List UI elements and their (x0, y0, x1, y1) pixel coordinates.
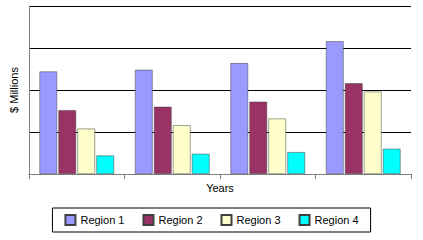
svg-text:Region 1: Region 1 (80, 214, 124, 226)
svg-text:Region 2: Region 2 (158, 214, 202, 226)
svg-text:Region 3: Region 3 (237, 214, 281, 226)
svg-text:$ Millions: $ Millions (8, 67, 20, 113)
svg-text:Years: Years (206, 182, 234, 194)
svg-text:Region 4: Region 4 (315, 214, 359, 226)
